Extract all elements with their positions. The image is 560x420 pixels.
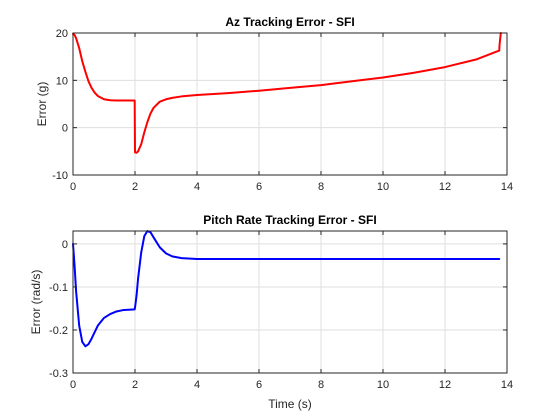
x-tick-label: 0 bbox=[70, 379, 76, 391]
x-tick-label: 10 bbox=[377, 181, 389, 193]
y-tick-label: -0.3 bbox=[49, 368, 68, 380]
x-axis-label: Time (s) bbox=[268, 397, 312, 411]
pitch-rate-tracking-error-plot: 0 2 4 6 8 10 12 14 -0.3 -0.2 -0.1 0 Pitch Rate Trac… bbox=[29, 213, 513, 411]
series-layer bbox=[72, 32, 502, 154]
x-tick-label: 12 bbox=[439, 181, 451, 193]
plot-area bbox=[72, 230, 508, 374]
x-tick-label: 4 bbox=[194, 379, 200, 391]
y-tick-label: 10 bbox=[56, 75, 68, 87]
x-tick-label: 8 bbox=[318, 181, 324, 193]
y-tick-label: -0.2 bbox=[49, 325, 68, 337]
y-tick-label: -10 bbox=[52, 170, 68, 182]
x-tick-label: 10 bbox=[377, 379, 389, 391]
chart-title: Az Tracking Error - SFI bbox=[225, 15, 354, 29]
chart-title: Pitch Rate Tracking Error - SFI bbox=[203, 213, 376, 227]
y-axis-label: Error (rad/s) bbox=[29, 270, 43, 335]
plot-area bbox=[72, 32, 508, 176]
y-tick-label: 0 bbox=[62, 123, 68, 135]
x-tick-label: 14 bbox=[501, 379, 513, 391]
axis-frame bbox=[72, 230, 508, 374]
x-tick-label: 2 bbox=[132, 181, 138, 193]
x-tick-label: 4 bbox=[194, 181, 200, 193]
series-line bbox=[72, 32, 502, 154]
y-tick-label: 20 bbox=[56, 28, 68, 40]
x-tick-label: 0 bbox=[70, 181, 76, 193]
y-axis-label: Error (g) bbox=[35, 82, 49, 127]
series-layer bbox=[72, 230, 501, 348]
ticks: 0 2 4 6 8 10 12 14 -0.3 -0.2 -0.1 0 bbox=[49, 231, 513, 391]
x-tick-label: 12 bbox=[439, 379, 451, 391]
series-line bbox=[72, 230, 501, 348]
x-tick-label: 2 bbox=[132, 379, 138, 391]
x-tick-label: 8 bbox=[318, 379, 324, 391]
y-tick-label: -0.1 bbox=[49, 282, 68, 294]
x-tick-label: 6 bbox=[256, 181, 262, 193]
x-tick-label: 14 bbox=[501, 181, 513, 193]
axis-frame bbox=[72, 32, 508, 176]
x-tick-label: 6 bbox=[256, 379, 262, 391]
y-tick-label: 0 bbox=[62, 239, 68, 251]
